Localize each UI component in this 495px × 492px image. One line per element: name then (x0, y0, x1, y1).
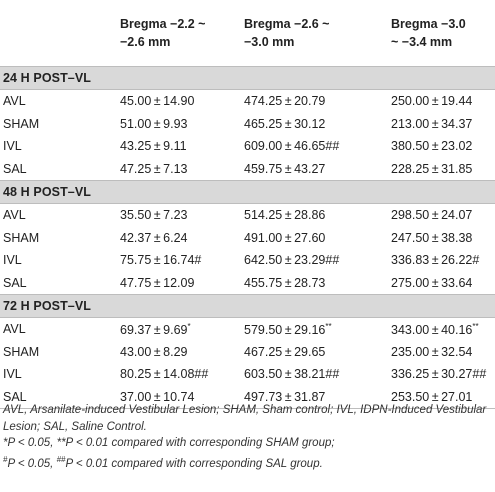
cell-value: 35.50 ± 7.23 (120, 208, 188, 223)
header-bregma-2-2-line1: Bregma −2.2 ~ (120, 17, 206, 31)
cell-value: 47.75 ± 12.09 (120, 275, 195, 290)
row-label: SAL (3, 275, 27, 290)
cell-value: 465.25 ± 30.12 (244, 116, 326, 131)
row-label: SAL (0, 385, 116, 409)
header-bregma-2-2: Bregma −2.2 ~ −2.6 mm (116, 0, 240, 67)
section-title: 24 H POST–VL (0, 66, 495, 90)
section-header-48h: 48 H POST–VL (0, 180, 495, 204)
table-row: AVL 45.00 ± 14.90 474.25 ± 20.79 250.00 … (0, 90, 495, 113)
cell-value: 380.50 ± 23.02 (391, 139, 473, 154)
cell-value: 43.00 ± 8.29 (120, 344, 188, 359)
table-row: SAL 47.25 ± 7.13 459.75 ± 43.27 228.25 ±… (0, 158, 495, 181)
cell-value: 51.00 ± 9.93 (120, 116, 188, 131)
cell-value: 343.00 ± 40.16 (391, 322, 473, 337)
row-label: SHAM (3, 230, 40, 245)
header-bregma-3-0-line2: ~ −3.4 mm (391, 35, 453, 49)
cell-value: 69.37 ± 9.69 (120, 322, 188, 337)
section-title: 48 H POST–VL (0, 180, 495, 204)
header-bregma-3-0: Bregma −3.0 ~ −3.4 mm (387, 0, 495, 67)
cell-value: 42.37 ± 6.24 (120, 230, 188, 245)
table-row: SHAM 51.00 ± 9.93 465.25 ± 30.12 213.00 … (0, 113, 495, 136)
section-title: 72 H POST–VL (0, 294, 495, 318)
cell-value: 497.73 ± 31.87 (240, 385, 387, 409)
header-empty-cell (0, 0, 116, 67)
table-row: IVL 80.25 ± 14.08## 603.50 ± 38.21## 336… (0, 363, 495, 386)
row-label: AVL (3, 208, 26, 223)
significance-mark: ** (472, 321, 479, 331)
header-bregma-2-6-line2: −3.0 mm (244, 35, 295, 49)
row-label: AVL (3, 94, 26, 109)
hash-mark: # (3, 454, 8, 464)
row-label: SAL (3, 161, 27, 176)
double-hash-mark: ## (56, 454, 66, 464)
cell-value: 235.00 ± 32.54 (391, 344, 473, 359)
cell-value: 579.50 ± 29.16 (244, 322, 326, 337)
cell-value: 474.25 ± 20.79 (244, 94, 326, 109)
cell-value: 336.25 ± 30.27## (391, 367, 487, 382)
cell-value: 642.50 ± 23.29## (244, 253, 340, 268)
footnote-sham-significance: *P < 0.05, **P < 0.01 compared with corr… (3, 437, 335, 449)
table-row: SAL 37.00 ± 10.74 497.73 ± 31.87 253.50 … (0, 385, 495, 409)
cell-value: 459.75 ± 43.27 (244, 161, 326, 176)
header-row: Bregma −2.2 ~ −2.6 mm Bregma −2.6 ~ −3.0… (0, 0, 495, 67)
table-row: SHAM 42.37 ± 6.24 491.00 ± 27.60 247.50 … (0, 227, 495, 250)
section-header-24h: 24 H POST–VL (0, 66, 495, 90)
cell-value: 336.83 ± 26.22# (391, 253, 480, 268)
header-bregma-2-6-line1: Bregma −2.6 ~ (244, 17, 330, 31)
row-label: IVL (3, 367, 22, 382)
cell-value: 275.00 ± 33.64 (391, 275, 473, 290)
cell-value: 247.50 ± 38.38 (391, 230, 473, 245)
table-row: AVL 35.50 ± 7.23 514.25 ± 28.86 298.50 ±… (0, 204, 495, 227)
footnote-text: P < 0.05, (7, 457, 57, 470)
cell-value-with-note: 69.37 ± 9.69* (116, 318, 240, 341)
cell-value: 213.00 ± 34.37 (391, 116, 473, 131)
cell-value: 47.25 ± 7.13 (120, 161, 188, 176)
footnote-text: P < 0.01 compared with corresponding SAL… (65, 457, 323, 470)
cell-value: 43.25 ± 9.11 (120, 139, 187, 154)
table-row: IVL 43.25 ± 9.11 609.00 ± 46.65## 380.50… (0, 135, 495, 158)
cell-value: 455.75 ± 28.73 (244, 275, 326, 290)
cell-value: 491.00 ± 27.60 (244, 230, 326, 245)
cell-value: 298.50 ± 24.07 (391, 208, 473, 223)
results-table: Bregma −2.2 ~ −2.6 mm Bregma −2.6 ~ −3.0… (0, 0, 495, 409)
cell-value-with-note: 343.00 ± 40.16** (387, 318, 495, 341)
table-row: AVL 69.37 ± 9.69* 579.50 ± 29.16** 343.0… (0, 318, 495, 341)
row-label: IVL (3, 253, 22, 268)
cell-value: 603.50 ± 38.21## (244, 367, 340, 382)
row-label: SHAM (3, 116, 40, 131)
footnote-abbreviations: AVL, Arsanilate-induced Vestibular Lesio… (3, 404, 487, 433)
cell-value: 37.00 ± 10.74 (116, 385, 240, 409)
cell-value: 250.00 ± 19.44 (391, 94, 473, 109)
cell-value: 228.25 ± 31.85 (391, 161, 473, 176)
header-bregma-2-6: Bregma −2.6 ~ −3.0 mm (240, 0, 387, 67)
cell-value-with-note: 579.50 ± 29.16** (240, 318, 387, 341)
cell-value: 467.25 ± 29.65 (244, 344, 326, 359)
cell-value: 253.50 ± 27.01 (387, 385, 495, 409)
table-footnotes: AVL, Arsanilate-induced Vestibular Lesio… (3, 402, 493, 472)
footnote-sal-significance: #P < 0.05, ##P < 0.01 compared with corr… (3, 452, 493, 472)
row-label: SHAM (3, 344, 40, 359)
table-body: 24 H POST–VL AVL 45.00 ± 14.90 474.25 ± … (0, 66, 495, 409)
header-bregma-2-2-line2: −2.6 mm (120, 35, 171, 49)
cell-value: 609.00 ± 46.65## (244, 139, 340, 154)
cell-value: 75.75 ± 16.74# (120, 253, 202, 268)
section-header-72h: 72 H POST–VL (0, 294, 495, 318)
significance-mark: * (187, 321, 191, 331)
header-bregma-3-0-line1: Bregma −3.0 (391, 17, 466, 31)
table-header: Bregma −2.2 ~ −2.6 mm Bregma −2.6 ~ −3.0… (0, 0, 495, 67)
row-label: IVL (3, 139, 22, 154)
table-row: SHAM 43.00 ± 8.29 467.25 ± 29.65 235.00 … (0, 341, 495, 364)
row-label: AVL (3, 322, 26, 337)
table-row: IVL 75.75 ± 16.74# 642.50 ± 23.29## 336.… (0, 249, 495, 272)
cell-value: 80.25 ± 14.08## (120, 367, 209, 382)
table-row: SAL 47.75 ± 12.09 455.75 ± 28.73 275.00 … (0, 272, 495, 295)
cell-value: 45.00 ± 14.90 (120, 94, 195, 109)
significance-mark: ** (325, 321, 332, 331)
cell-value: 514.25 ± 28.86 (244, 208, 326, 223)
